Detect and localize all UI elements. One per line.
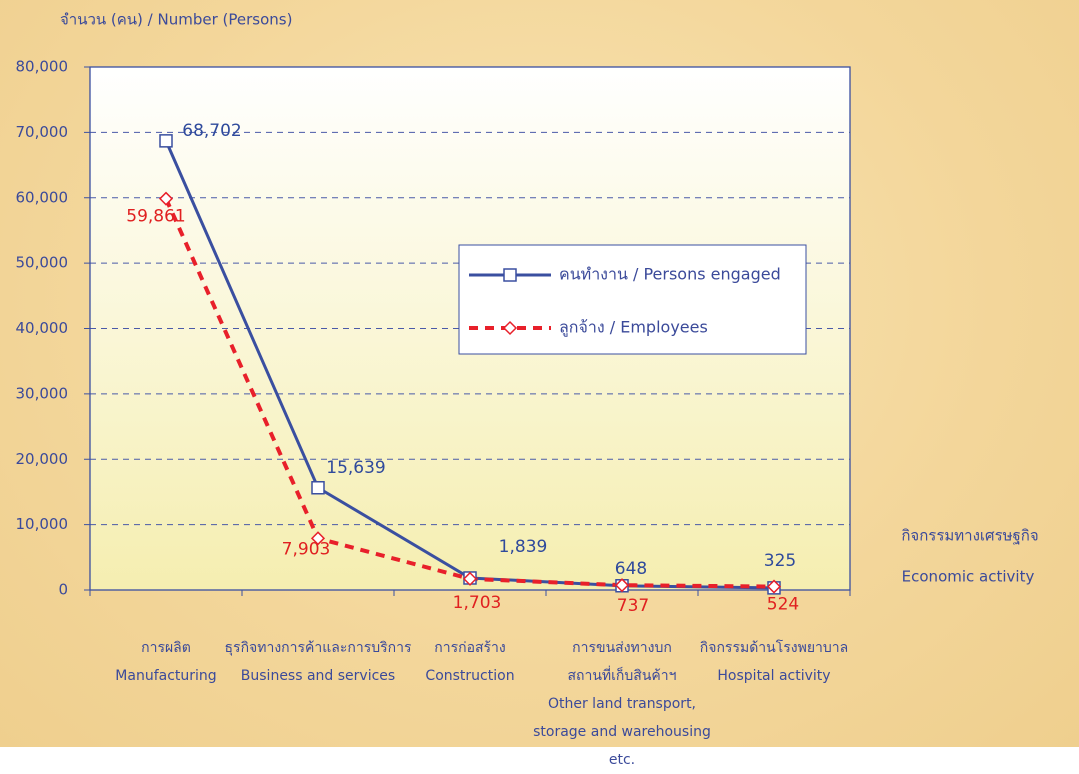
y-tick-label: 20,000 (16, 450, 69, 468)
marker (310, 531, 326, 546)
marker (158, 191, 174, 206)
x-tick-label: ธุรกิจทางการค้าและการบริการ Business and… (224, 640, 412, 684)
marker (502, 320, 518, 336)
y-tick-label: 70,000 (16, 123, 69, 141)
data-label: 7,903 (282, 539, 331, 559)
x-axis-title: กิจกรรมทางเศรษฐกิจ (901, 527, 1038, 545)
legend-label: คนทำงาน / Persons engaged (559, 265, 781, 284)
y-tick-label: 80,000 (16, 58, 69, 76)
marker (159, 134, 173, 148)
y-axis-title: จำนวน (คน) / Number (Persons) (60, 11, 292, 29)
marker (503, 268, 517, 282)
y-tick-label: 50,000 (16, 254, 69, 272)
plot-border (89, 66, 851, 591)
data-label: 68,702 (182, 121, 241, 141)
x-axis-title: Economic activity (902, 568, 1035, 586)
data-label: 648 (615, 559, 647, 579)
data-label: 325 (764, 551, 796, 571)
data-label: 1,839 (499, 537, 548, 557)
chart: จำนวน (คน) / Number (Persons) กิจกรรมทาง… (16, 11, 1039, 617)
y-tick-label: 60,000 (16, 188, 69, 206)
marker (311, 481, 325, 495)
x-tick-label: กิจกรรมด้านโรงพยาบาล Hospital activity (699, 640, 849, 684)
x-tick-label: การก่อสร้าง Construction (425, 640, 515, 684)
marker (462, 571, 478, 586)
data-label: 59,861 (126, 207, 185, 227)
marker (766, 579, 782, 594)
data-label: 15,639 (326, 458, 385, 478)
y-tick-label: 40,000 (16, 319, 69, 337)
data-label: 737 (617, 596, 649, 616)
y-tick-label: 10,000 (16, 515, 69, 533)
legend-box (458, 244, 807, 355)
x-tick-label: การผลิต Manufacturing (115, 640, 217, 684)
legend-label: ลูกจ้าง / Employees (559, 318, 708, 338)
y-tick-label: 0 (58, 581, 68, 599)
y-tick-label: 30,000 (16, 384, 69, 402)
marker (614, 578, 630, 593)
data-label: 524 (767, 595, 799, 615)
data-label: 1,703 (453, 593, 502, 613)
